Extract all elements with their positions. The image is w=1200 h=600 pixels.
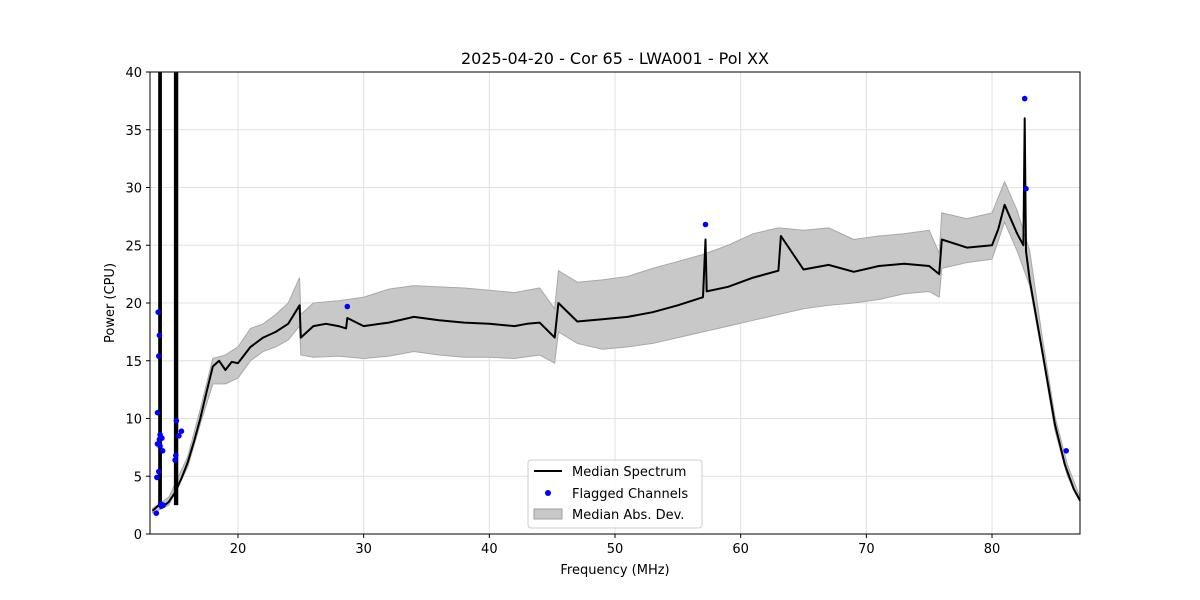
y-tick-label: 35 [125, 124, 142, 139]
flagged-channel-point [172, 457, 178, 463]
y-tick-label: 40 [125, 66, 142, 81]
flagged-channel-point [344, 303, 351, 310]
legend-box [527, 459, 703, 529]
legend-label-flagged-channels: Flagged Channels [572, 487, 688, 502]
y-axis: 0 5 10 15 20 25 30 35 40 [125, 66, 150, 543]
x-tick-label: 40 [481, 542, 498, 557]
y-tick-label: 5 [134, 470, 142, 485]
legend-marker-swatch [545, 490, 551, 496]
flagged-channel-point [159, 448, 166, 454]
flagged-channel-point [160, 502, 166, 508]
y-axis-label: Power (CPU) [103, 263, 118, 343]
flagged-channel-point [159, 435, 165, 441]
flagged-channel-point [153, 510, 160, 516]
legend: Median Spectrum Flagged Channels Median … [527, 459, 703, 529]
flagged-channel-point [154, 409, 161, 416]
x-tick-label: 30 [355, 542, 372, 557]
legend-patch-swatch [533, 508, 563, 520]
x-axis-label: Frequency (MHz) [560, 563, 669, 578]
flagged-channel-point [155, 309, 161, 316]
flagged-channel-point [1021, 95, 1028, 102]
y-tick-label: 20 [125, 297, 142, 312]
x-axis: 20 30 40 50 60 70 80 [230, 534, 1001, 557]
y-tick-label: 30 [125, 182, 142, 197]
flagged-channel-point [702, 221, 709, 228]
x-tick-label: 50 [607, 542, 624, 557]
legend-label-median-abs-dev: Median Abs. Dev. [572, 508, 684, 523]
flagged-channel-point [156, 332, 163, 339]
y-tick-label: 15 [125, 355, 142, 370]
flagged-channel-point [173, 418, 180, 424]
x-tick-label: 70 [858, 542, 875, 557]
y-tick-label: 0 [134, 528, 142, 543]
plot-area [149, 71, 1081, 535]
flagged-channel-point [157, 443, 163, 450]
y-tick-label: 25 [125, 239, 142, 254]
flagged-channel-point [1063, 448, 1069, 454]
flagged-channel-point [1023, 185, 1029, 192]
y-tick-label: 10 [125, 413, 142, 428]
x-tick-label: 60 [732, 542, 749, 557]
flagged-channel-point [173, 452, 179, 459]
flagged-channels-layer [153, 95, 1069, 516]
x-tick-label: 80 [984, 542, 1001, 557]
chart-title: 2025-04-20 - Cor 65 - LWA001 - Pol XX [461, 49, 769, 68]
flagged-channel-point [176, 433, 182, 439]
legend-label-median-spectrum: Median Spectrum [572, 465, 686, 480]
flagged-channel-point [178, 428, 185, 435]
median-spectrum-line [151, 117, 1081, 512]
flagged-channel-point [154, 474, 160, 481]
x-tick-label: 20 [230, 542, 247, 557]
flagged-channel-point [156, 468, 162, 475]
flagged-channel-point [156, 353, 162, 359]
